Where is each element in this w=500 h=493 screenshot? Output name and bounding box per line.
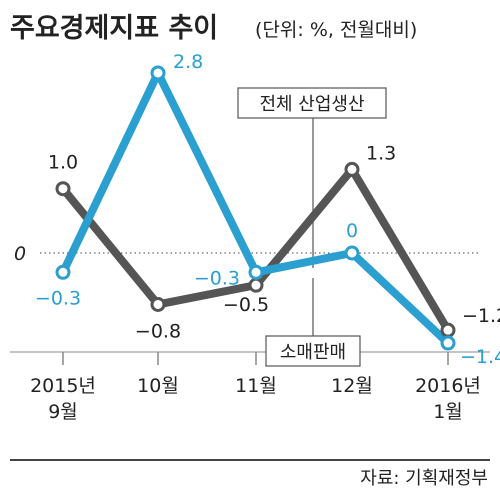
series-industrial-point bbox=[344, 161, 360, 177]
series-industrial-data-label: −0.5 bbox=[223, 294, 269, 316]
series-retail-data-label: −1.4 bbox=[460, 346, 500, 368]
series-industrial-point bbox=[150, 296, 166, 312]
chart-title: 주요경제지표 추이 bbox=[10, 13, 218, 44]
series-retail-point bbox=[440, 335, 456, 351]
x-tick-label: 9월 bbox=[48, 401, 78, 423]
series-industrial-data-label: −1.2 bbox=[462, 305, 500, 327]
series-retail-data-label: −0.3 bbox=[194, 267, 240, 289]
series-retail-data-label: −0.3 bbox=[35, 287, 81, 309]
series-layer bbox=[55, 65, 456, 351]
zero-label: 0 bbox=[14, 243, 26, 265]
series-industrial-point bbox=[248, 277, 264, 293]
x-tick-label: 2016년 bbox=[415, 375, 481, 397]
series-retail-point bbox=[344, 245, 360, 261]
x-tick-label: 2015년 bbox=[30, 375, 96, 397]
x-tick-label: 11월 bbox=[235, 375, 277, 397]
callout-box-retail bbox=[265, 335, 361, 367]
legend-retail: 소매판매 bbox=[280, 342, 346, 363]
series-industrial-data-label: 1.0 bbox=[48, 152, 78, 174]
series-retail-point bbox=[150, 65, 166, 81]
series-retail-data-label: 2.8 bbox=[173, 51, 203, 73]
series-retail-point bbox=[248, 264, 264, 280]
x-tick-label: 1월 bbox=[433, 401, 463, 423]
data-labels: 1.0 −0.8 −0.5 1.3 −1.2 −0.3 2.8 −0.3 0 −1.4 bbox=[35, 51, 500, 368]
series-industrial-point bbox=[55, 181, 71, 197]
source-note: 자료: 기획재정부 bbox=[360, 468, 488, 489]
x-tick-label: 12월 bbox=[331, 375, 373, 397]
series-industrial-data-label: 1.3 bbox=[366, 142, 396, 164]
legend-industrial: 전체 산업생산 bbox=[259, 94, 364, 115]
callout-box-industrial bbox=[237, 87, 387, 119]
series-retail-data-label: 0 bbox=[346, 220, 358, 242]
series-retail-point bbox=[55, 264, 71, 280]
x-tick-labels: 2015년 9월 10월 11월 12월 2016년 1월 bbox=[30, 375, 481, 423]
chart-unit: (단위: %, 전월대비) bbox=[255, 19, 417, 41]
series-industrial-point bbox=[440, 322, 456, 338]
x-tick-label: 10월 bbox=[137, 375, 179, 397]
series-industrial-data-label: −0.8 bbox=[135, 320, 181, 342]
x-ticks bbox=[62, 352, 449, 365]
